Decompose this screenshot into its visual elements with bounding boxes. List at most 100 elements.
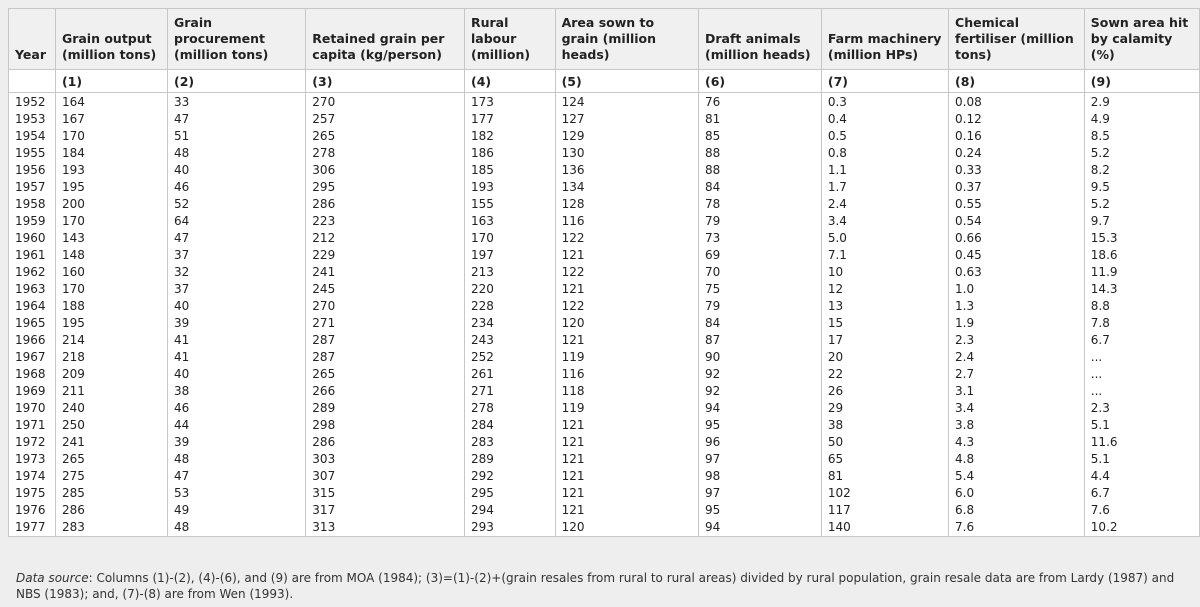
table-row: 1963 170 37 245 220 121 75 12 1.0 14.3 xyxy=(8,281,1200,298)
table-cell: 18.6 xyxy=(1083,247,1200,264)
table-cell: 307 xyxy=(305,468,465,485)
table-cell: 287 xyxy=(305,332,465,349)
table-cell: 7.1 xyxy=(820,247,950,264)
table-cell: 188 xyxy=(54,298,169,315)
table-cell: 163 xyxy=(463,213,556,230)
table-cell: 270 xyxy=(305,92,465,111)
table-cell: 5.2 xyxy=(1083,196,1200,213)
data-source-note: Data source: Columns (1)-(2), (4)-(6), a… xyxy=(16,570,1194,602)
table-row: 1959 170 64 223 163 116 79 3.4 0.54 9.7 xyxy=(8,213,1200,230)
table-cell: 266 xyxy=(305,383,465,400)
table-cell: 1.3 xyxy=(948,298,1085,315)
table-cell: 10 xyxy=(820,264,950,281)
table-cell: 122 xyxy=(554,230,700,247)
table-cell: 11.9 xyxy=(1083,264,1200,281)
table-cell: 32 xyxy=(166,264,307,281)
table-cell: 209 xyxy=(54,366,169,383)
table-cell: 170 xyxy=(54,213,169,230)
table-cell: 1970 xyxy=(8,400,56,417)
table-cell: 1976 xyxy=(8,502,56,519)
table-cell: 1974 xyxy=(8,468,56,485)
table-cell: ... xyxy=(1083,366,1200,383)
table-cell: 1.7 xyxy=(820,179,950,196)
table-cell: 315 xyxy=(305,485,465,502)
table-cell: 195 xyxy=(54,179,169,196)
table-cell: 1.9 xyxy=(948,315,1085,332)
table-row: 1954 170 51 265 182 129 85 0.5 0.16 8.5 xyxy=(8,128,1200,145)
table-cell: 170 xyxy=(463,230,556,247)
table-cell: 257 xyxy=(305,111,465,128)
table-cell: 294 xyxy=(463,502,556,519)
table-cell: 1964 xyxy=(8,298,56,315)
table-row: 1976 286 49 317 294 121 95 117 6.8 7.6 xyxy=(8,502,1200,519)
table-cell: 121 xyxy=(554,434,700,451)
table-row: 1968 209 40 265 261 116 92 22 2.7... xyxy=(8,366,1200,383)
table-cell: 243 xyxy=(463,332,556,349)
table-cell: 0.45 xyxy=(948,247,1085,264)
table-cell: 265 xyxy=(305,366,465,383)
table-cell: 94 xyxy=(698,400,822,417)
table-cell: 182 xyxy=(463,128,556,145)
table-cell: 84 xyxy=(698,315,822,332)
table-cell: 129 xyxy=(554,128,700,145)
table-cell: 184 xyxy=(54,145,169,162)
table-row: 1958 200 52 286 155 128 78 2.4 0.55 5.2 xyxy=(8,196,1200,213)
table-cell: 117 xyxy=(820,502,950,519)
table-cell: 0.63 xyxy=(948,264,1085,281)
table-cell: 10.2 xyxy=(1083,519,1200,537)
table-cell: 283 xyxy=(54,519,169,537)
table-cell: 47 xyxy=(166,111,307,128)
table-row: 1977 283 48 313 293 120 94 140 7.6 10.2 xyxy=(8,519,1200,537)
table-cell: 1960 xyxy=(8,230,56,247)
table-body: 1952 164 33 270 173 124 76 0.3 0.08 2.9 1953 167 47 2… xyxy=(8,92,1200,537)
table-cell: 127 xyxy=(554,111,700,128)
table-cell: 97 xyxy=(698,451,822,468)
column-number: (1) xyxy=(54,69,169,93)
table-cell: 0.33 xyxy=(948,162,1085,179)
table-cell: 286 xyxy=(54,502,169,519)
table-cell: 252 xyxy=(463,349,556,366)
grain-statistics-table: Year Grain output (million tons) Grain pro… xyxy=(8,8,1200,537)
table-cell: 128 xyxy=(554,196,700,213)
table-cell: 76 xyxy=(698,92,822,111)
table-cell: 265 xyxy=(54,451,169,468)
table-cell: 46 xyxy=(166,400,307,417)
table-cell: 0.3 xyxy=(820,92,950,111)
table-cell: 84 xyxy=(698,179,822,196)
table-cell: 4.4 xyxy=(1083,468,1200,485)
table-cell: 148 xyxy=(54,247,169,264)
table-cell: 9.7 xyxy=(1083,213,1200,230)
table-cell: 214 xyxy=(54,332,169,349)
table-cell: 6.7 xyxy=(1083,332,1200,349)
table-cell: 4.8 xyxy=(948,451,1085,468)
table-cell: 1966 xyxy=(8,332,56,349)
table-cell: 15.3 xyxy=(1083,230,1200,247)
table-cell: 70 xyxy=(698,264,822,281)
table-row: 1972 241 39 286 283 121 96 50 4.3 11.6 xyxy=(8,434,1200,451)
table-cell: 275 xyxy=(54,468,169,485)
table-cell: 313 xyxy=(305,519,465,537)
table-header: Year Grain output (million tons) Grain pro… xyxy=(8,8,1200,93)
table-cell: 40 xyxy=(166,298,307,315)
table-cell: 7.8 xyxy=(1083,315,1200,332)
table-cell: 271 xyxy=(463,383,556,400)
table-cell: 240 xyxy=(54,400,169,417)
table-cell: 97 xyxy=(698,485,822,502)
table-cell: 1.1 xyxy=(820,162,950,179)
table-cell: 38 xyxy=(820,417,950,434)
table-cell: 69 xyxy=(698,247,822,264)
table-cell: 0.16 xyxy=(948,128,1085,145)
table-row: 1957 195 46 295 193 134 84 1.7 0.37 9.5 xyxy=(8,179,1200,196)
table-cell: 245 xyxy=(305,281,465,298)
table-cell: 22 xyxy=(820,366,950,383)
header-label-row: Year Grain output (million tons) Grain pro… xyxy=(8,8,1200,70)
table-cell: 5.1 xyxy=(1083,451,1200,468)
column-header: Farm machinery (million HPs) xyxy=(820,8,950,70)
table-cell: 1973 xyxy=(8,451,56,468)
column-number: (2) xyxy=(166,69,307,93)
table-cell: 193 xyxy=(463,179,556,196)
table-cell: 261 xyxy=(463,366,556,383)
table-cell: 197 xyxy=(463,247,556,264)
table-cell: 96 xyxy=(698,434,822,451)
column-header: Chemical fertiliser (million tons) xyxy=(948,8,1085,70)
